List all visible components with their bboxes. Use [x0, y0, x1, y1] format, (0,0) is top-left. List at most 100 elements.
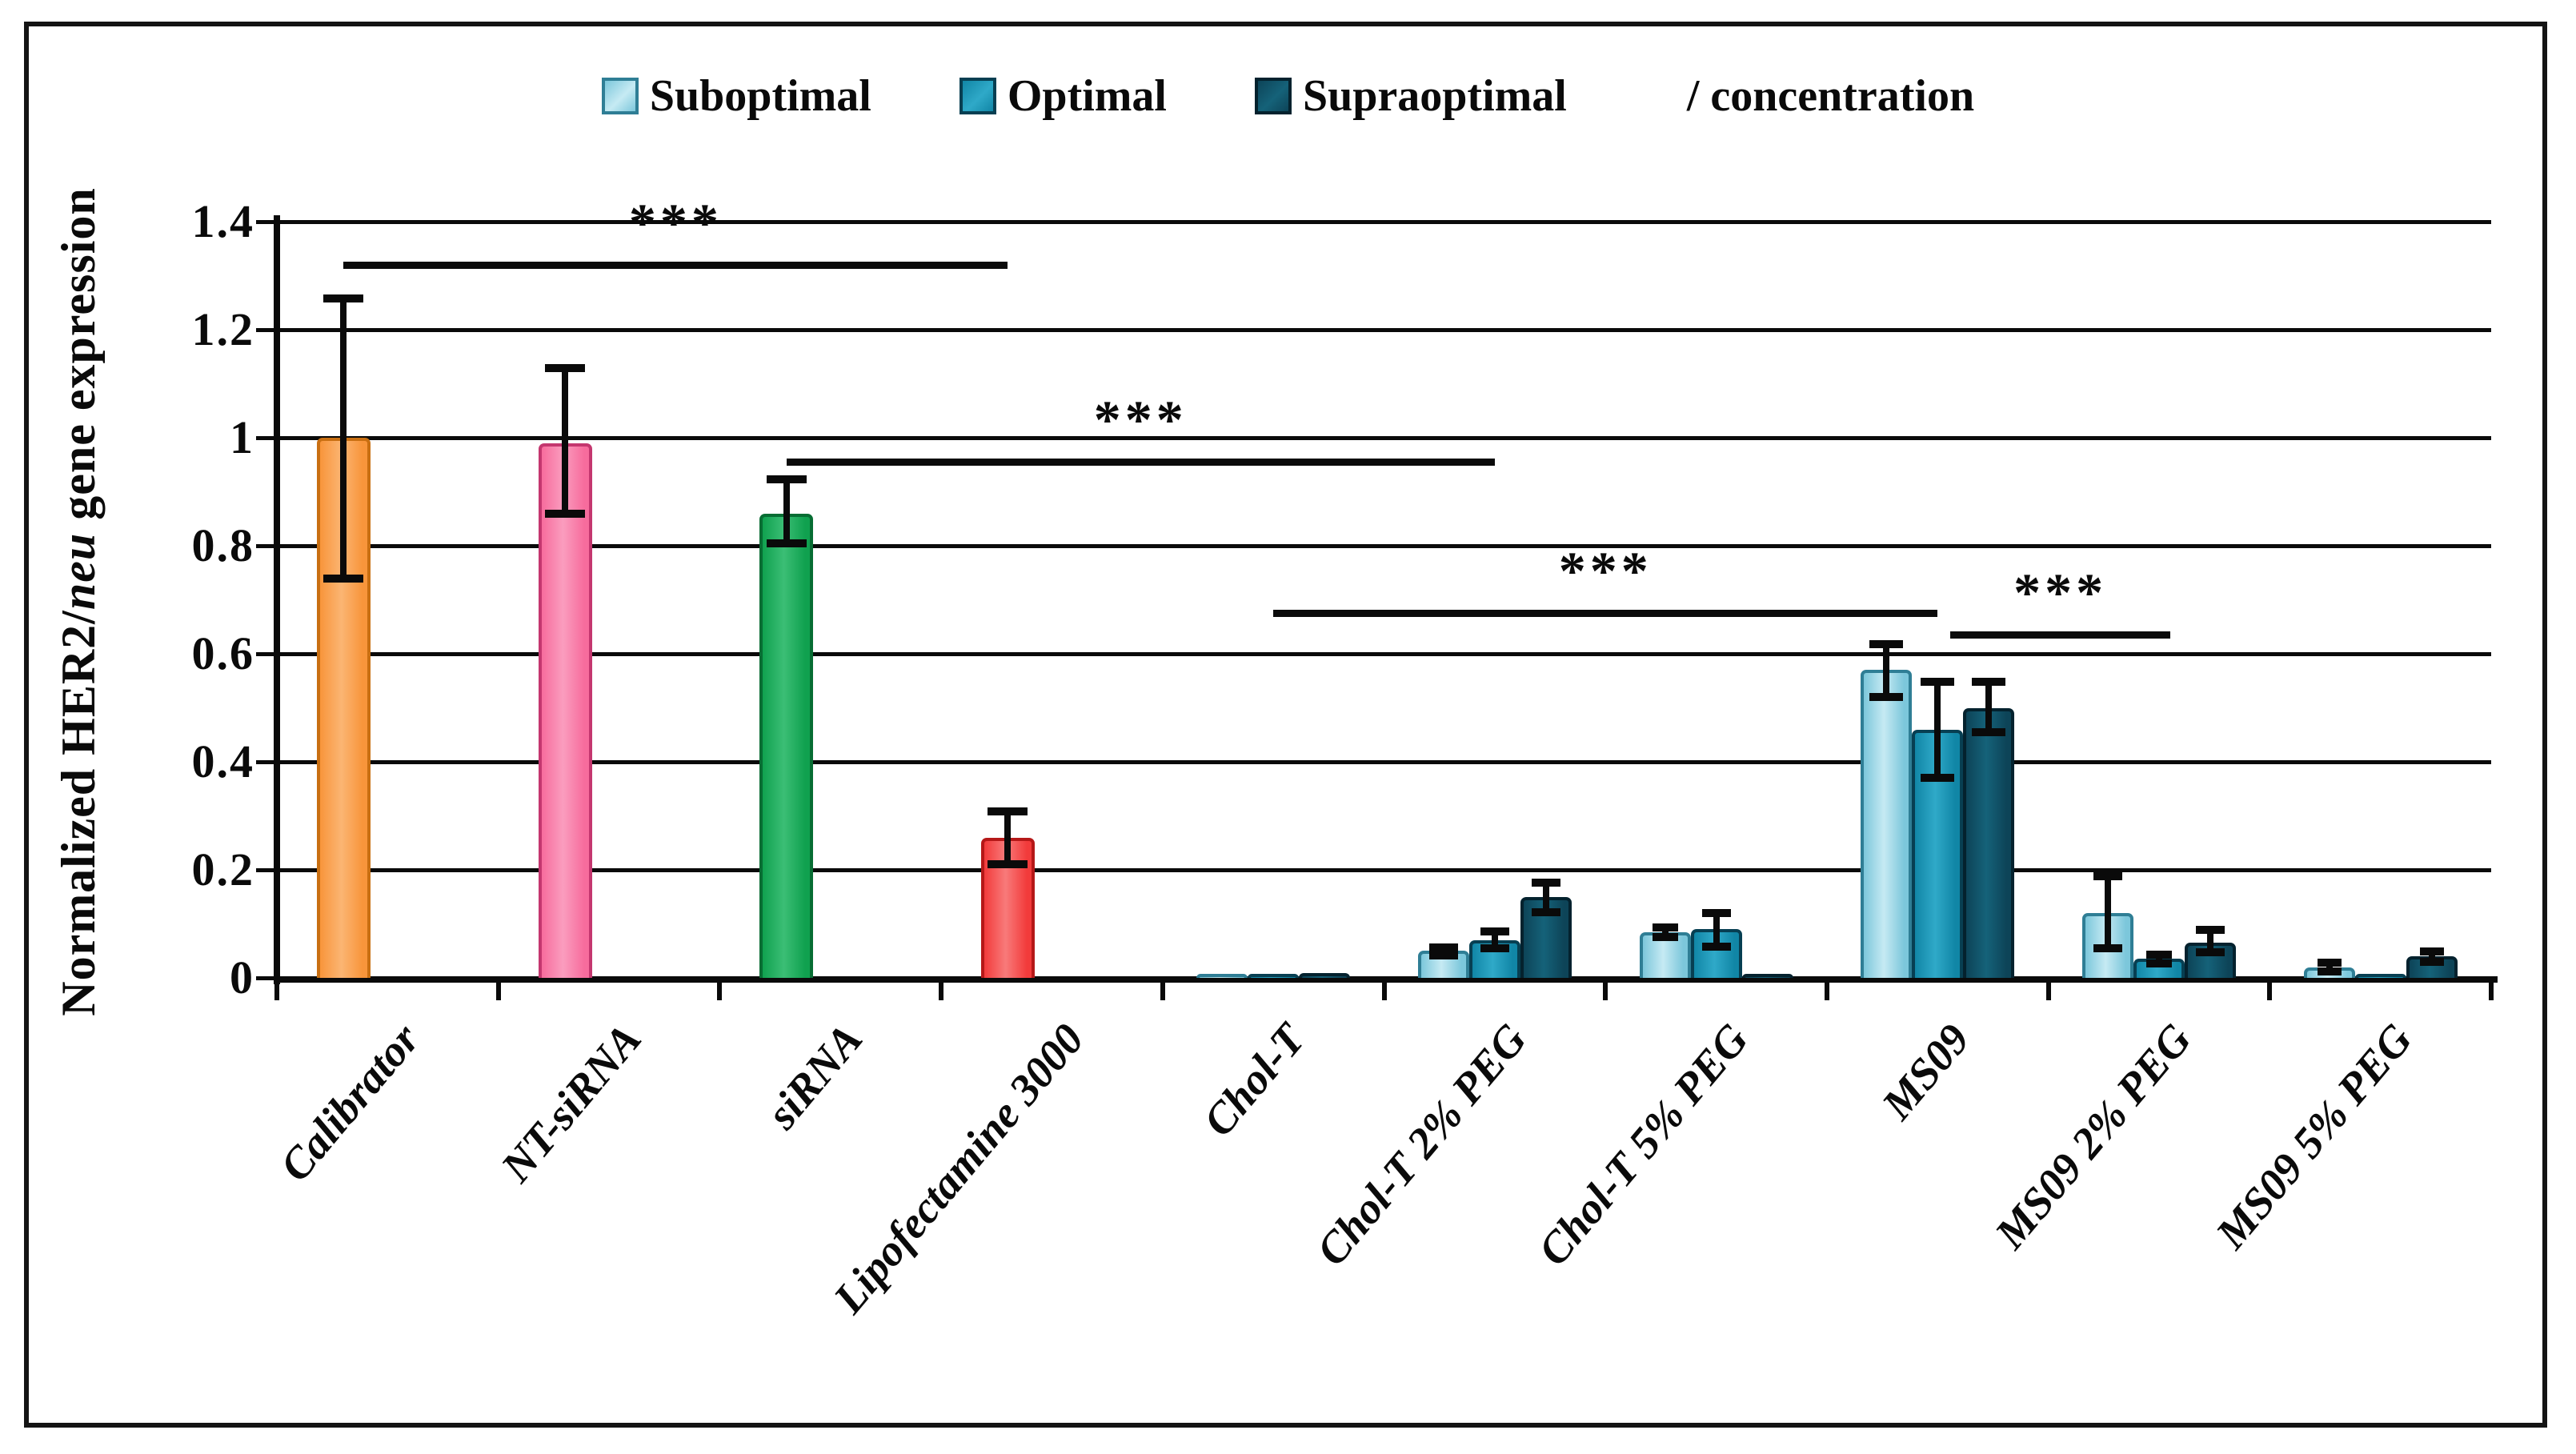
error-bar-cap-top — [1652, 923, 1678, 931]
y-tick-label-1: 1 — [230, 411, 254, 463]
error-bar-cap-top — [1480, 927, 1509, 935]
error-bar-cap-bottom — [545, 509, 586, 518]
optimal-swatch-icon — [959, 78, 996, 114]
x-axis-tick-8 — [2045, 978, 2051, 1000]
error-bar-stem — [1004, 810, 1012, 865]
y-axis-tick-0.8 — [256, 543, 277, 548]
error-bar-cap-top — [2419, 947, 2444, 956]
error-bar-cap-bottom — [766, 539, 807, 547]
legend-suffix-concentration: / concentration — [1686, 71, 1975, 121]
error-bar-cap-bottom — [2195, 947, 2225, 956]
error-bar-stem — [1491, 930, 1498, 948]
bar-Chol-T-Suboptimal — [1196, 974, 1248, 978]
error-bar-cap-bottom — [1972, 727, 2006, 736]
y-axis-tick-1 — [256, 435, 277, 440]
y-axis-line — [274, 215, 280, 984]
x-axis-tick-4 — [1160, 978, 1165, 1000]
error-bar-cap-bottom — [2145, 959, 2172, 967]
x-label-text: siRNA — [757, 1014, 872, 1138]
x-axis-tick-10 — [2489, 978, 2494, 1000]
x-axis-tick-7 — [1824, 978, 1829, 1000]
y-axis-tick-0.6 — [256, 651, 277, 656]
error-bar-cap-bottom — [1652, 933, 1678, 942]
error-bar-cap-top — [1869, 639, 1904, 648]
x-label-text: Calibrator — [270, 1014, 429, 1191]
y-axis-tick-0.2 — [256, 867, 277, 872]
error-bar-cap-top — [988, 807, 1028, 815]
legend-item-suboptimal: Suboptimal — [601, 70, 871, 122]
error-bar-stem — [2326, 961, 2333, 971]
error-bar-cap-top — [2093, 871, 2122, 880]
error-bar-stem — [2104, 875, 2111, 948]
error-bar-cap-top — [2195, 926, 2225, 935]
legend-item-optimal: Optimal — [959, 70, 1167, 122]
figure-frame — [24, 22, 2547, 1428]
error-bar-stem — [1713, 911, 1720, 947]
error-bar-cap-top — [1921, 677, 1955, 686]
x-axis-tick-9 — [2267, 978, 2273, 1000]
bar-Chol-T-5-PEG-Supraoptimal — [1741, 974, 1793, 978]
x-axis-tick-0 — [274, 978, 279, 1000]
error-bar-stem — [2428, 951, 2435, 962]
error-bar-stem — [783, 478, 790, 543]
x-axis-tick-1 — [495, 978, 501, 1000]
error-bar-cap-bottom — [2317, 967, 2342, 975]
error-bar-cap-bottom — [2093, 943, 2122, 952]
significance-stars-2: *** — [1093, 389, 1188, 451]
significance-stars-3: *** — [1558, 540, 1653, 602]
error-bar-cap-top — [1531, 878, 1560, 887]
legend-label-supraoptimal: Supraoptimal — [1302, 71, 1567, 121]
error-bar-cap-top — [2145, 950, 2172, 959]
error-bar-cap-bottom — [323, 574, 364, 583]
error-bar-stem — [1883, 643, 1890, 697]
bar-Chol-T-Supraoptimal — [1299, 972, 1351, 978]
gridline-0.2 — [277, 867, 2491, 872]
significance-line-2 — [786, 458, 1495, 466]
y-axis-tick-1.4 — [256, 219, 277, 224]
error-bar-stem — [340, 297, 347, 579]
y-axis-tick-1.2 — [256, 327, 277, 332]
y-tick-label-0.2: 0.2 — [191, 843, 254, 895]
error-bar-stem — [2206, 929, 2213, 952]
error-bar-cap-bottom — [1428, 951, 1458, 959]
gridline-0.6 — [277, 651, 2491, 656]
error-bar-cap-top — [1701, 908, 1731, 917]
error-bar-cap-bottom — [1869, 693, 1904, 701]
significance-stars-1: *** — [628, 192, 723, 253]
bar-NT-siRNA-NT-siRNA — [538, 443, 592, 978]
x-label-text: MS09 — [1872, 1014, 1979, 1129]
significance-line-4 — [1950, 631, 2170, 639]
suboptimal-swatch-icon — [601, 78, 639, 114]
gridline-1.4 — [277, 219, 2491, 224]
legend-item-supraoptimal: Supraoptimal — [1254, 70, 1567, 122]
bar-Chol-T-Optimal — [1248, 974, 1300, 978]
x-label-text: Chol-T 2% PEG — [1306, 1014, 1536, 1275]
error-bar-cap-top — [1428, 943, 1458, 951]
error-bar-stem — [1934, 680, 1941, 779]
x-label-text: NT-siRNA — [491, 1014, 651, 1192]
error-bar-stem — [1542, 881, 1549, 912]
supraoptimal-swatch-icon — [1254, 78, 1292, 114]
y-axis-tick-0 — [256, 975, 277, 980]
error-bar-cap-top — [323, 294, 364, 302]
error-bar-cap-bottom — [1480, 943, 1509, 952]
bar-MS09-Supraoptimal — [1963, 707, 2015, 978]
legend-label-suboptimal: Suboptimal — [649, 71, 871, 121]
significance-stars-4: *** — [2013, 562, 2108, 623]
bar-MS09-Suboptimal — [1861, 670, 1913, 978]
y-tick-label-1.4: 1.4 — [191, 195, 254, 247]
error-bar-stem — [1661, 926, 1669, 938]
error-bar-cap-top — [545, 364, 586, 373]
error-bar-stem — [1985, 680, 1993, 732]
error-bar-stem — [562, 367, 569, 514]
y-tick-label-1.2: 1.2 — [191, 303, 254, 355]
error-bar-cap-top — [2317, 958, 2342, 967]
x-axis-tick-5 — [1381, 978, 1387, 1000]
error-bar-cap-top — [1972, 677, 2006, 686]
x-label-text: Lipofectamine 3000 — [823, 1014, 1093, 1323]
error-bar-stem — [2155, 953, 2162, 963]
error-bar-cap-bottom — [1701, 942, 1731, 951]
x-label-text: MS09 2% PEG — [1985, 1014, 2201, 1258]
significance-line-1 — [343, 261, 1008, 269]
